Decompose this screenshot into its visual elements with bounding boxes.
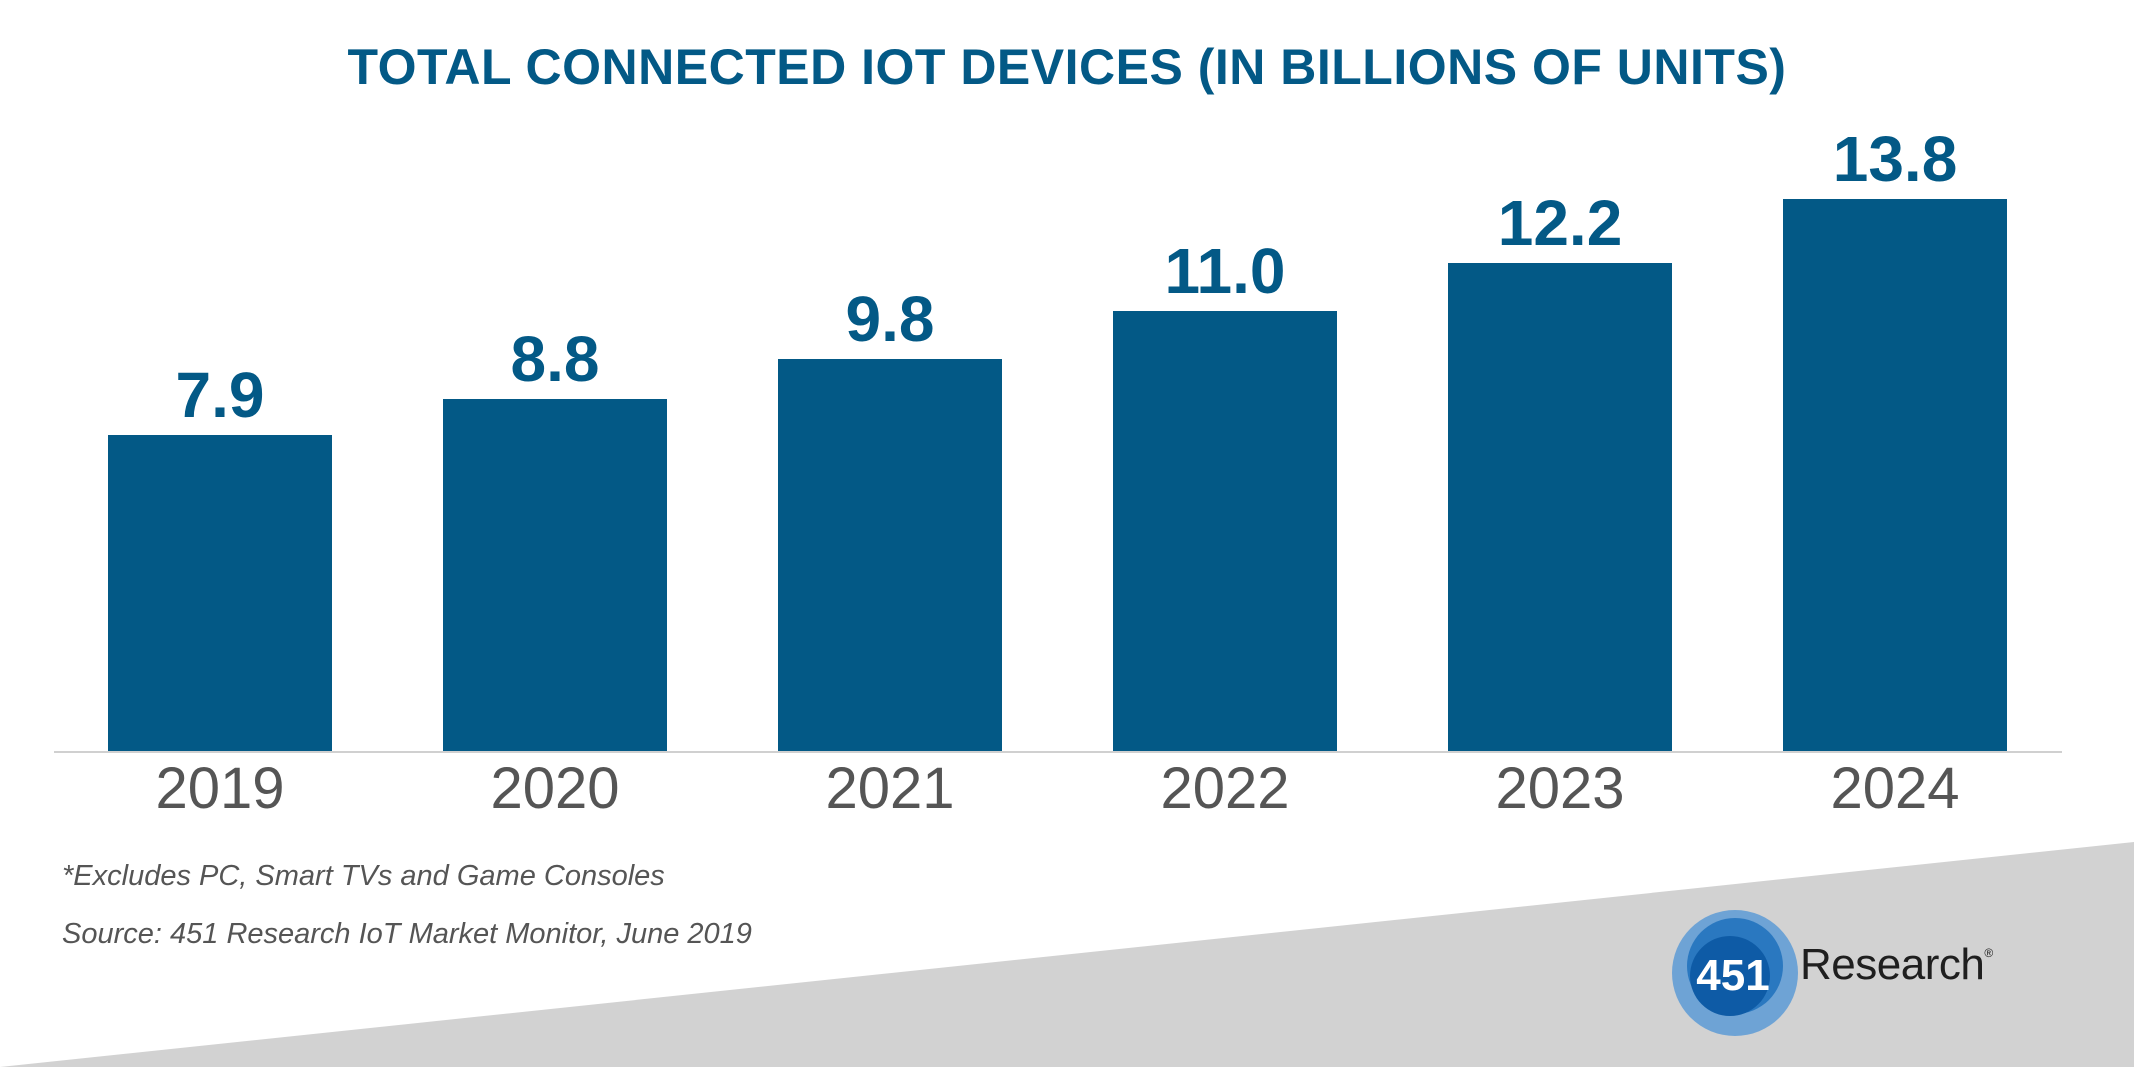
- bar-2020: [443, 399, 667, 751]
- bar-2019: [108, 435, 332, 751]
- x-tick-label-2022: 2022: [1160, 756, 1289, 821]
- data-label-2020: 8.8: [511, 323, 600, 395]
- x-tick-label-2020: 2020: [490, 756, 619, 821]
- bar-2022: [1113, 311, 1337, 751]
- chart-title: TOTAL CONNECTED IOT DEVICES (IN BILLIONS…: [347, 39, 1787, 95]
- logo-wordmark: Research®: [1800, 940, 1993, 990]
- x-tick-label-2023: 2023: [1495, 756, 1624, 821]
- exclusion-footnote: *Excludes PC, Smart TVs and Game Console…: [62, 860, 665, 892]
- logo-number: 451: [1696, 951, 1769, 1000]
- registered-mark: ®: [1984, 946, 1993, 960]
- data-label-2019: 7.9: [176, 359, 265, 431]
- x-tick-label-2021: 2021: [825, 756, 954, 821]
- 451-logo-icon: 451: [1672, 910, 1798, 1036]
- data-label-2022: 11.0: [1164, 235, 1285, 307]
- bar-2021: [778, 359, 1002, 751]
- source-footnote: Source: 451 Research IoT Market Monitor,…: [62, 918, 752, 950]
- logo-word: Research: [1800, 940, 1985, 989]
- x-tick-label-2019: 2019: [155, 756, 284, 821]
- bar-2024: [1783, 199, 2007, 751]
- bar-2023: [1448, 263, 1672, 751]
- data-label-2023: 12.2: [1498, 187, 1623, 259]
- data-label-2021: 9.8: [846, 283, 935, 355]
- x-tick-label-2024: 2024: [1830, 756, 1959, 821]
- data-label-2024: 13.8: [1833, 123, 1958, 195]
